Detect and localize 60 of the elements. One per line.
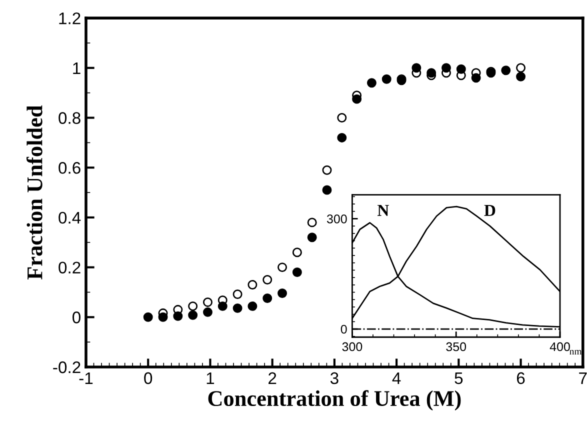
point: [442, 63, 451, 73]
point: [278, 288, 288, 298]
x-axis-title: Concentration of Urea (M): [208, 390, 461, 411]
point: [516, 72, 526, 82]
x-tick-label: 350: [446, 342, 466, 352]
point: [248, 301, 258, 311]
point: [188, 310, 198, 320]
point: [516, 63, 526, 73]
point: [292, 248, 302, 258]
y-tick-label: 1.2: [59, 12, 80, 24]
x-axis-title: nm: [570, 350, 582, 355]
point: [202, 307, 212, 317]
y-tick-label: 0.6: [58, 162, 80, 174]
point: [382, 74, 392, 84]
y-tick-label: 1: [73, 62, 80, 74]
point: [232, 303, 242, 313]
x-tick-label: 2: [268, 372, 276, 384]
point: [232, 289, 242, 299]
x-tick-label: 0: [144, 372, 152, 384]
x-tick-label: 7: [579, 372, 587, 384]
x-tick-label: 300: [342, 342, 362, 352]
series-label: N: [377, 204, 389, 216]
y-tick-label: 0.2: [58, 262, 80, 274]
point: [262, 275, 272, 285]
series-label: D: [484, 204, 496, 216]
y-tick-label: 0.4: [58, 212, 81, 224]
x-tick-label: 5: [454, 372, 463, 384]
point: [456, 64, 466, 74]
point: [292, 268, 302, 278]
point: [412, 63, 422, 73]
y-tick-label: -0.2: [53, 361, 80, 374]
point: [143, 312, 153, 322]
point: [158, 312, 168, 322]
point: [337, 132, 347, 142]
y-tick-label: 0.8: [58, 112, 80, 124]
x-tick-label: 400: [550, 342, 570, 352]
point: [426, 68, 436, 78]
point: [218, 301, 228, 311]
x-tick-label: 3: [330, 372, 338, 384]
point: [501, 66, 511, 76]
point: [307, 218, 317, 228]
y-tick-label: 0: [72, 312, 80, 324]
point: [173, 311, 183, 321]
x-tick-label: -1: [79, 372, 93, 384]
point: [307, 232, 317, 242]
point: [352, 94, 362, 104]
point: [337, 113, 347, 123]
point: [262, 293, 272, 303]
point: [248, 280, 258, 290]
x-tick-label: 6: [516, 372, 525, 384]
point: [322, 185, 332, 195]
point: [471, 73, 481, 83]
x-tick-label: 1: [206, 372, 214, 384]
point: [322, 165, 332, 175]
y-axis-title: Fraction Unfolded: [26, 105, 42, 280]
point: [202, 297, 212, 307]
point: [188, 301, 198, 311]
point: [366, 78, 376, 88]
x-tick-label: 4: [392, 372, 401, 384]
point: [278, 262, 288, 272]
